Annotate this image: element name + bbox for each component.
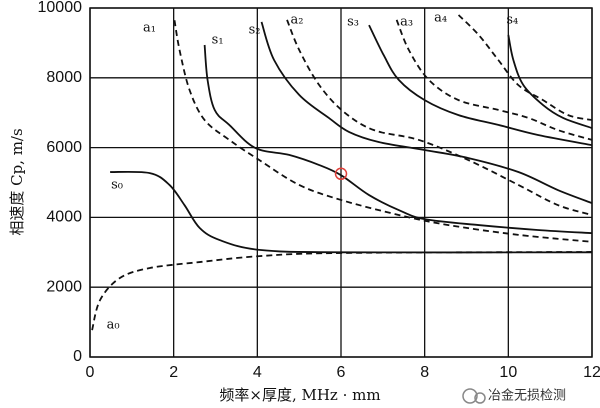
mode-curve <box>173 20 593 243</box>
mode-label: a₀ <box>107 318 120 333</box>
mode-label: a₁ <box>143 21 156 36</box>
y-tick-label: 4000 <box>46 209 82 226</box>
x-tick-label: 12 <box>583 364 600 381</box>
mode-curve <box>260 21 593 204</box>
mode-curve <box>368 24 593 147</box>
mode-curve <box>507 34 593 129</box>
x-tick-label: 4 <box>253 364 262 381</box>
y-tick-label: 2000 <box>46 278 82 295</box>
mode-label: s₀ <box>111 178 123 193</box>
y-tick-label: 6000 <box>46 139 82 156</box>
x-tick-label: 8 <box>420 364 429 381</box>
mode-label: a₄ <box>434 10 447 25</box>
mode-label: s₂ <box>249 22 261 37</box>
x-tick-label: 10 <box>499 364 517 381</box>
mode-label: a₂ <box>291 12 304 27</box>
mode-curve <box>203 44 593 235</box>
y-axis-label: 相速度 Cp, m/s <box>8 128 26 235</box>
mode-label: s₄ <box>506 12 518 27</box>
x-tick-label: 2 <box>169 364 178 381</box>
y-tick-label: 0 <box>73 348 82 365</box>
x-axis-label: 频率×厚度, MHz · mm <box>219 386 380 404</box>
mode-label: s₃ <box>347 15 359 30</box>
mode-curve <box>457 14 593 121</box>
mode-curve <box>286 19 593 216</box>
x-tick-label: 0 <box>86 364 95 381</box>
mode-curve <box>91 251 593 331</box>
y-tick-label: 8000 <box>46 69 82 86</box>
highlight-point <box>334 167 348 181</box>
mode-label: s₁ <box>212 32 224 47</box>
plot-frame <box>89 7 593 358</box>
y-tick-label: 10000 <box>38 0 83 16</box>
watermark-icon <box>462 388 486 404</box>
mode-label: a₃ <box>400 14 413 29</box>
watermark: 冶金无损检测 <box>488 388 566 404</box>
x-tick-label: 6 <box>337 364 346 381</box>
mode-curve <box>110 170 593 254</box>
mode-curve <box>395 19 593 141</box>
